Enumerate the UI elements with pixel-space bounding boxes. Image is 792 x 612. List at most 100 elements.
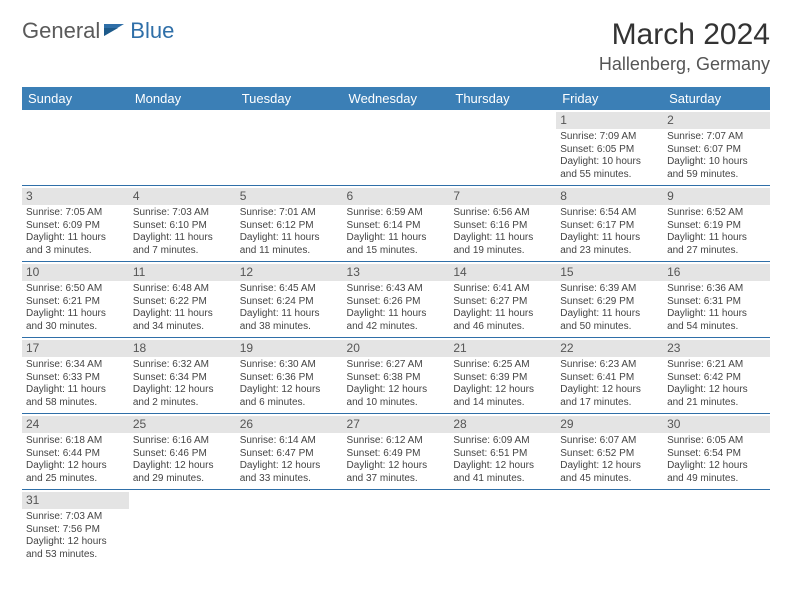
calendar-cell	[129, 110, 236, 186]
calendar-cell: 22Sunrise: 6:23 AMSunset: 6:41 PMDayligh…	[556, 338, 663, 414]
cell-sunset: Sunset: 6:24 PM	[240, 296, 339, 309]
cell-sunrise: Sunrise: 6:14 AM	[240, 435, 339, 448]
day-number: 5	[236, 188, 343, 205]
flag-icon	[104, 18, 126, 44]
cell-sunrise: Sunrise: 6:25 AM	[453, 359, 552, 372]
calendar-cell: 14Sunrise: 6:41 AMSunset: 6:27 PMDayligh…	[449, 262, 556, 338]
calendar-cell	[343, 110, 450, 186]
cell-day1: Daylight: 11 hours	[667, 308, 766, 321]
calendar-cell: 31Sunrise: 7:03 AMSunset: 7:56 PMDayligh…	[22, 490, 129, 566]
cell-sunset: Sunset: 6:52 PM	[560, 448, 659, 461]
cell-day1: Daylight: 11 hours	[667, 232, 766, 245]
day-number: 4	[129, 188, 236, 205]
cell-day1: Daylight: 12 hours	[133, 384, 232, 397]
cell-day1: Daylight: 12 hours	[667, 384, 766, 397]
cell-day2: and 21 minutes.	[667, 397, 766, 410]
cell-day2: and 34 minutes.	[133, 321, 232, 334]
calendar-cell: 11Sunrise: 6:48 AMSunset: 6:22 PMDayligh…	[129, 262, 236, 338]
cell-sunrise: Sunrise: 6:43 AM	[347, 283, 446, 296]
weekday-header: Friday	[556, 87, 663, 110]
calendar-cell: 4Sunrise: 7:03 AMSunset: 6:10 PMDaylight…	[129, 186, 236, 262]
cell-day2: and 59 minutes.	[667, 169, 766, 182]
cell-day2: and 3 minutes.	[26, 245, 125, 258]
cell-sunrise: Sunrise: 6:21 AM	[667, 359, 766, 372]
calendar-cell: 18Sunrise: 6:32 AMSunset: 6:34 PMDayligh…	[129, 338, 236, 414]
calendar-cell: 19Sunrise: 6:30 AMSunset: 6:36 PMDayligh…	[236, 338, 343, 414]
cell-sunrise: Sunrise: 7:01 AM	[240, 207, 339, 220]
cell-day2: and 2 minutes.	[133, 397, 232, 410]
day-number: 11	[129, 264, 236, 281]
day-number: 13	[343, 264, 450, 281]
cell-day2: and 25 minutes.	[26, 473, 125, 486]
cell-sunrise: Sunrise: 6:56 AM	[453, 207, 552, 220]
cell-sunset: Sunset: 6:36 PM	[240, 372, 339, 385]
calendar-cell	[343, 490, 450, 566]
cell-sunset: Sunset: 6:38 PM	[347, 372, 446, 385]
day-number: 1	[556, 112, 663, 129]
day-number: 27	[343, 416, 450, 433]
day-number: 23	[663, 340, 770, 357]
calendar-cell	[663, 490, 770, 566]
calendar-cell: 24Sunrise: 6:18 AMSunset: 6:44 PMDayligh…	[22, 414, 129, 490]
cell-day1: Daylight: 11 hours	[240, 232, 339, 245]
day-number: 17	[22, 340, 129, 357]
cell-sunset: Sunset: 6:39 PM	[453, 372, 552, 385]
cell-sunrise: Sunrise: 6:07 AM	[560, 435, 659, 448]
cell-sunrise: Sunrise: 6:39 AM	[560, 283, 659, 296]
calendar-cell: 2Sunrise: 7:07 AMSunset: 6:07 PMDaylight…	[663, 110, 770, 186]
cell-sunset: Sunset: 6:51 PM	[453, 448, 552, 461]
calendar-cell: 28Sunrise: 6:09 AMSunset: 6:51 PMDayligh…	[449, 414, 556, 490]
cell-day2: and 7 minutes.	[133, 245, 232, 258]
header: General Blue March 2024 Hallenberg, Germ…	[22, 18, 770, 75]
cell-day1: Daylight: 12 hours	[347, 460, 446, 473]
cell-sunset: Sunset: 6:09 PM	[26, 220, 125, 233]
cell-sunrise: Sunrise: 6:48 AM	[133, 283, 232, 296]
cell-sunrise: Sunrise: 6:05 AM	[667, 435, 766, 448]
cell-sunrise: Sunrise: 6:32 AM	[133, 359, 232, 372]
cell-day2: and 30 minutes.	[26, 321, 125, 334]
day-number: 6	[343, 188, 450, 205]
calendar-row: 31Sunrise: 7:03 AMSunset: 7:56 PMDayligh…	[22, 490, 770, 566]
calendar-cell: 12Sunrise: 6:45 AMSunset: 6:24 PMDayligh…	[236, 262, 343, 338]
cell-sunset: Sunset: 7:56 PM	[26, 524, 125, 537]
logo-text-general: General	[22, 18, 100, 44]
calendar-row: 24Sunrise: 6:18 AMSunset: 6:44 PMDayligh…	[22, 414, 770, 490]
cell-sunrise: Sunrise: 6:41 AM	[453, 283, 552, 296]
calendar-cell: 15Sunrise: 6:39 AMSunset: 6:29 PMDayligh…	[556, 262, 663, 338]
cell-sunrise: Sunrise: 6:52 AM	[667, 207, 766, 220]
calendar-cell: 20Sunrise: 6:27 AMSunset: 6:38 PMDayligh…	[343, 338, 450, 414]
day-number: 8	[556, 188, 663, 205]
day-number: 28	[449, 416, 556, 433]
calendar-cell	[236, 490, 343, 566]
cell-day2: and 42 minutes.	[347, 321, 446, 334]
calendar-cell: 13Sunrise: 6:43 AMSunset: 6:26 PMDayligh…	[343, 262, 450, 338]
cell-sunset: Sunset: 6:34 PM	[133, 372, 232, 385]
weekday-header: Sunday	[22, 87, 129, 110]
day-number: 19	[236, 340, 343, 357]
cell-sunrise: Sunrise: 6:50 AM	[26, 283, 125, 296]
cell-day1: Daylight: 12 hours	[560, 384, 659, 397]
day-number: 31	[22, 492, 129, 509]
cell-day2: and 54 minutes.	[667, 321, 766, 334]
cell-day1: Daylight: 12 hours	[240, 460, 339, 473]
cell-sunrise: Sunrise: 6:36 AM	[667, 283, 766, 296]
calendar-cell	[22, 110, 129, 186]
cell-sunset: Sunset: 6:47 PM	[240, 448, 339, 461]
title-block: March 2024 Hallenberg, Germany	[599, 18, 770, 75]
cell-sunset: Sunset: 6:14 PM	[347, 220, 446, 233]
cell-day2: and 14 minutes.	[453, 397, 552, 410]
cell-sunset: Sunset: 6:22 PM	[133, 296, 232, 309]
cell-sunset: Sunset: 6:46 PM	[133, 448, 232, 461]
cell-sunrise: Sunrise: 7:07 AM	[667, 131, 766, 144]
month-title: March 2024	[599, 18, 770, 52]
calendar-cell: 7Sunrise: 6:56 AMSunset: 6:16 PMDaylight…	[449, 186, 556, 262]
cell-day2: and 19 minutes.	[453, 245, 552, 258]
cell-day1: Daylight: 12 hours	[240, 384, 339, 397]
day-number: 24	[22, 416, 129, 433]
cell-sunrise: Sunrise: 6:16 AM	[133, 435, 232, 448]
calendar-cell: 9Sunrise: 6:52 AMSunset: 6:19 PMDaylight…	[663, 186, 770, 262]
cell-day2: and 49 minutes.	[667, 473, 766, 486]
cell-sunset: Sunset: 6:16 PM	[453, 220, 552, 233]
cell-sunrise: Sunrise: 7:03 AM	[133, 207, 232, 220]
day-number: 12	[236, 264, 343, 281]
